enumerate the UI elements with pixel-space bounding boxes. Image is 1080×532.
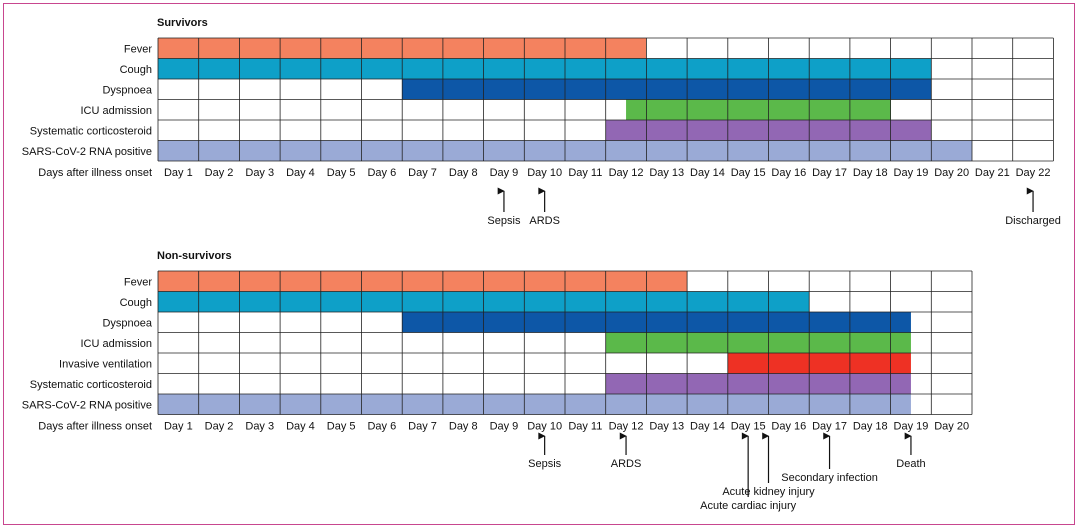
day-tick-label: Day 11 [568,421,602,433]
day-tick-label: Day 6 [367,421,396,433]
day-tick-label: Day 19 [894,421,929,433]
day-tick-label: Day 16 [771,421,806,433]
day-tick-label: Day 5 [327,167,356,179]
day-tick-label: Day 3 [245,421,274,433]
day-tick-label: Day 1 [164,421,193,433]
row-label: Invasive ventilation [59,358,152,370]
survivors-title: Survivors [157,17,208,29]
event-label: Sepsis [528,458,562,470]
day-tick-label: Day 22 [1016,167,1051,179]
symptom-bar [605,373,911,394]
day-tick-label: Day 6 [367,167,396,179]
row-label: SARS-CoV-2 RNA positive [22,146,152,158]
day-tick-label: Day 5 [327,421,356,433]
day-tick-label: Day 20 [934,167,969,179]
non-survivors-panel: Non-survivors Fever Cough Dyspnoea ICU admi… [22,250,973,512]
day-tick-label: Day 15 [731,167,766,179]
day-tick-label: Day 1 [164,167,193,179]
event-label: Discharged [1005,215,1061,227]
day-tick-label: Day 14 [690,421,725,433]
day-tick-label: Day 15 [731,421,766,433]
day-tick-label: Day 13 [649,167,684,179]
day-tick-label: Day 9 [490,421,519,433]
day-tick-label: Day 12 [609,167,644,179]
event-label: Sepsis [487,215,521,227]
symptom-bar [158,394,911,415]
non-survivors-title: Non-survivors [157,250,232,262]
row-label: Fever [124,43,152,55]
day-tick-label: Day 2 [205,421,234,433]
symptom-bar [626,99,891,120]
day-tick-label: Day 17 [812,421,847,433]
day-tick-label: Day 13 [649,421,684,433]
day-tick-label: Day 2 [205,167,234,179]
event-label: Death [896,458,925,470]
day-tick-label: Day 11 [568,167,602,179]
day-tick-label: Day 7 [408,421,437,433]
day-tick-label: Day 7 [408,167,437,179]
day-tick-label: Day 18 [853,167,888,179]
figure-frame [3,3,1075,525]
row-label: Systematic corticosteroid [30,379,152,391]
symptom-bar [158,58,932,79]
axis-label: Days after illness onset [38,421,152,433]
day-tick-label: Day 8 [449,421,478,433]
event-label: Acute cardiac injury [700,500,796,512]
day-tick-label: Day 17 [812,167,847,179]
symptom-bar [727,353,911,374]
row-label: ICU admission [80,338,152,350]
day-tick-label: Day 12 [609,421,644,433]
event-label: ARDS [529,215,560,227]
event-label: Secondary infection [781,472,878,484]
day-tick-label: Day 4 [286,167,315,179]
day-tick-label: Day 3 [245,167,274,179]
survivors-panel: Survivors Fever Cough Dyspnoea ICU admissio… [22,17,1061,227]
day-tick-label: Day 18 [853,421,888,433]
day-tick-label: Day 8 [449,167,478,179]
axis-label: Days after illness onset [38,167,152,179]
day-tick-label: Day 16 [771,167,806,179]
row-label: Cough [120,64,152,76]
symptom-bar [605,332,911,353]
day-tick-label: Day 9 [490,167,519,179]
row-label: Dyspnoea [102,317,152,329]
day-tick-label: Day 4 [286,421,315,433]
day-tick-label: Day 21 [975,167,1010,179]
row-label: SARS-CoV-2 RNA positive [22,399,152,411]
symptom-bar [402,312,911,333]
day-tick-label: Day 20 [934,421,969,433]
event-label: Acute kidney injury [722,486,815,498]
symptom-bar [402,79,932,100]
day-tick-label: Day 10 [527,167,562,179]
row-label: ICU admission [80,105,152,117]
row-label: Dyspnoea [102,84,152,96]
row-label: Fever [124,276,152,288]
day-tick-label: Day 14 [690,167,725,179]
row-label: Systematic corticosteroid [30,125,152,137]
day-tick-label: Day 10 [527,421,562,433]
day-tick-label: Day 19 [894,167,929,179]
event-label: ARDS [611,458,642,470]
symptom-bar [158,271,688,292]
row-label: Cough [120,297,152,309]
